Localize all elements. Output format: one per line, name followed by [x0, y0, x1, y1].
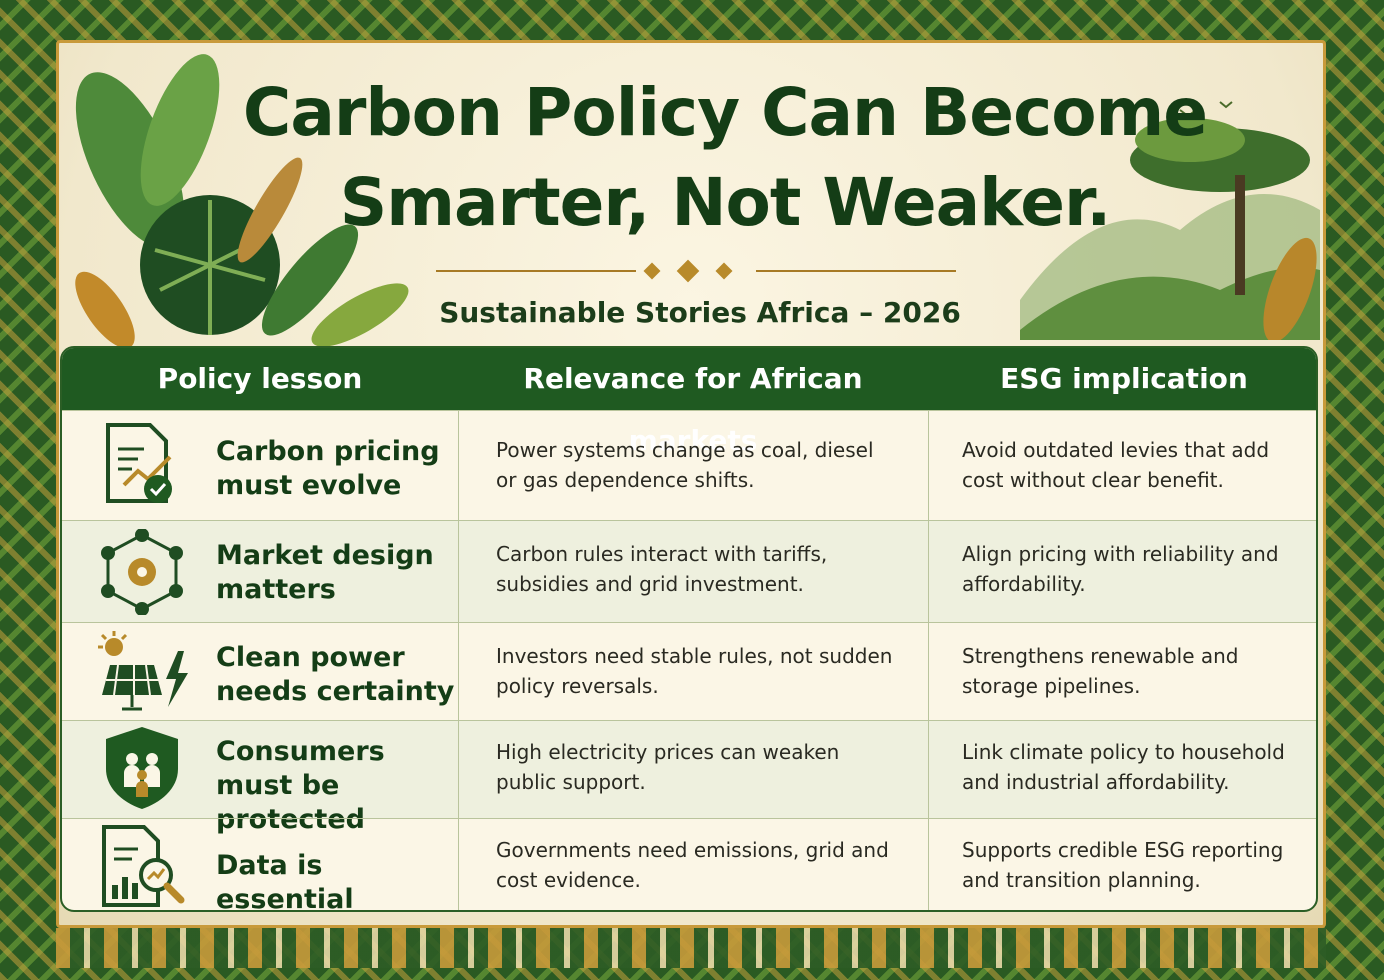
relevance-text: Investors need stable rules, not sudden …: [496, 644, 893, 698]
document-magnifier-icon: [102, 825, 185, 907]
lesson-text: Carbon pricing must evolve: [216, 436, 440, 501]
title-line-1: Carbon Policy Can Become: [242, 74, 1208, 151]
table-header: Policy lesson Relevance for African mark…: [62, 348, 1316, 457]
document-chart-check-icon: [106, 423, 172, 503]
esg-text: Align pricing with reliability and affor…: [962, 542, 1279, 596]
esg-text: Strengthens renewable and storage pipeli…: [962, 644, 1239, 698]
policy-table: Policy lesson Relevance for African mark…: [60, 346, 1318, 912]
esg-text: Supports credible ESG reporting and tran…: [962, 838, 1284, 892]
relevance-text: High electricity prices can weaken publi…: [496, 740, 840, 794]
table-row: Market design matters Carbon rules inter…: [62, 520, 1316, 622]
table-row: Clean power needs certainty Investors ne…: [62, 622, 1316, 720]
relevance-text: Power systems change as coal, diesel or …: [496, 438, 874, 492]
lesson-text: Clean power needs certainty: [216, 642, 455, 707]
lesson-text: Market design matters: [216, 540, 434, 605]
esg-text: Avoid outdated levies that add cost with…: [962, 438, 1270, 492]
solar-panel-lightning-icon: [98, 631, 188, 711]
header-relevance: Relevance for African markets: [523, 362, 863, 457]
lesson-text: Consumers must be protected: [216, 736, 385, 835]
table-row: Data is essential Governments need emiss…: [62, 818, 1316, 912]
bottom-pattern-band: [56, 928, 1326, 968]
relevance-text: Governments need emissions, grid and cos…: [496, 838, 889, 892]
savanna-tree-hills-illustration: [1020, 101, 1320, 340]
lesson-text: Data is essential: [216, 850, 354, 912]
table-row: Carbon pricing must evolve Power systems…: [62, 410, 1316, 520]
table-row: Consumers must be protected High electri…: [62, 720, 1316, 835]
esg-text: Link climate policy to household and ind…: [962, 740, 1285, 794]
gear-network-icon: [101, 529, 183, 615]
header-policy-lesson: Policy lesson: [157, 362, 363, 395]
title-line-2: Smarter, Not Weaker.: [339, 164, 1112, 241]
subtitle: Sustainable Stories Africa – 2026: [439, 296, 961, 329]
tropical-leaves-illustration: [75, 54, 409, 349]
relevance-text: Carbon rules interact with tariffs, subs…: [496, 542, 828, 596]
shield-family-icon: [106, 727, 178, 809]
decorative-divider: [436, 259, 956, 283]
header-esg-implication: ESG implication: [1000, 362, 1248, 395]
